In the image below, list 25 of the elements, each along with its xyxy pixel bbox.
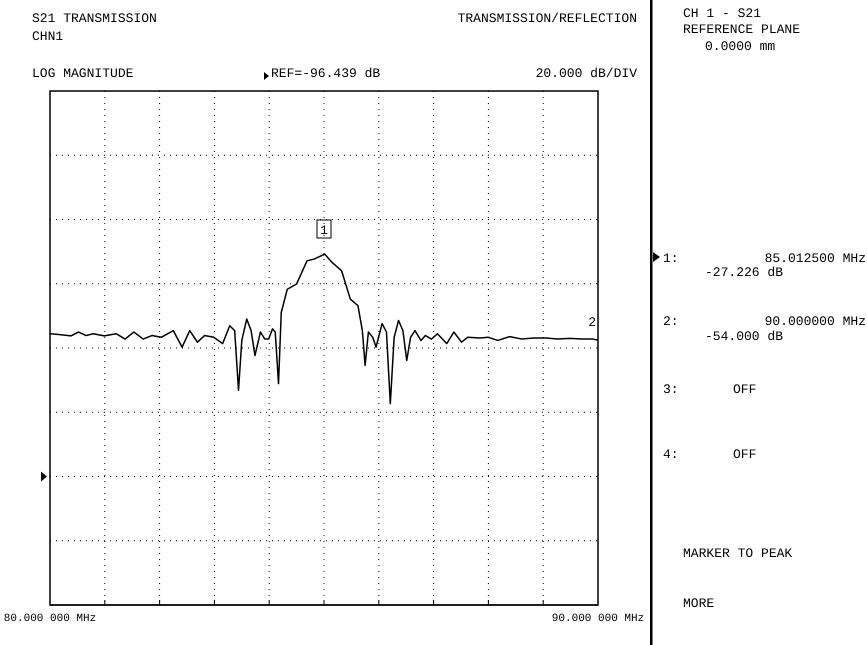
annotation: 2 [588,315,596,330]
text: REFERENCE PLANE [683,22,800,37]
chart-title: S21 TRANSMISSION [32,11,157,26]
text: MORE [683,596,714,611]
text: 1: [663,251,679,266]
text: -54.000 dB [705,329,784,344]
text: 2: [663,314,679,329]
text: OFF [733,382,756,397]
x-tick-label: 80.000 000 MHz [4,613,96,626]
text: CH 1 - S21 [683,6,762,21]
text: 85.012500 MHz [764,251,866,266]
text: 1 [320,223,328,238]
text: 4: [663,447,679,462]
text: -27.226 dB [705,265,784,280]
x-tick-label: 90.000 000 MHz [552,613,644,626]
text: 20.000 dB/DIV [536,66,638,81]
text: MARKER TO PEAK [683,546,792,561]
text: 3: [663,382,679,397]
text: TRANSMISSION/REFLECTION [458,11,637,26]
text: 0.0000 mm [705,39,776,54]
text: LOG MAGNITUDE [32,66,134,81]
text: OFF [733,447,756,462]
text: REF=-96.439 dB [271,66,380,81]
text: 90.000000 MHz [764,314,866,329]
text: CHN1 [32,29,64,44]
